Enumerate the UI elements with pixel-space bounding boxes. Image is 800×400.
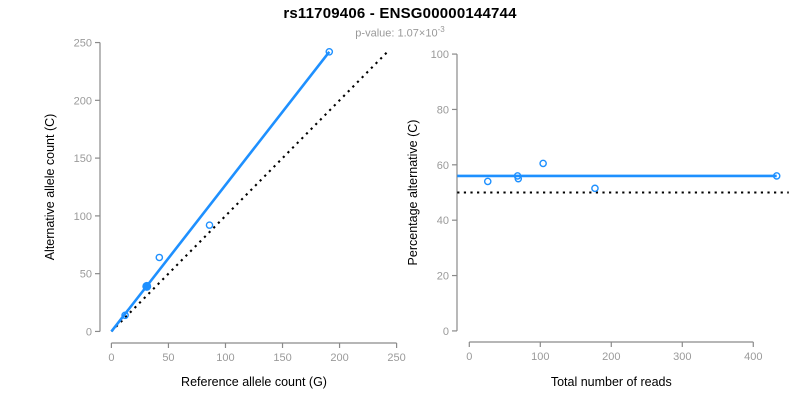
x-tick-label: 100 (216, 352, 234, 364)
y-tick-label: 150 (74, 153, 92, 165)
y-tick-label: 60 (437, 160, 449, 172)
x-axis-label: Total number of reads (551, 375, 672, 389)
x-axis-label: Reference allele count (G) (181, 375, 327, 389)
y-tick-label: 250 (74, 38, 92, 50)
identity-line (110, 51, 389, 333)
y-tick-label: 0 (86, 326, 92, 338)
data-point (514, 174, 523, 183)
data-point (142, 281, 152, 291)
x-tick-label: 200 (330, 352, 348, 364)
data-point (121, 311, 129, 320)
x-tick-label: 100 (531, 351, 549, 363)
y-axis-label: Percentage alternative (C) (406, 120, 420, 266)
data-point (591, 184, 599, 193)
x-tick-label: 50 (162, 352, 174, 364)
y-tick-label: 20 (437, 271, 449, 283)
x-tick-label: 0 (466, 351, 472, 363)
y-tick-label: 0 (443, 326, 449, 338)
x-tick-label: 250 (387, 352, 405, 364)
data-point (325, 48, 334, 56)
data-point (772, 172, 781, 180)
data-point (205, 221, 214, 229)
data-point (539, 159, 547, 168)
right-scatter-plot: 0 20 40 60 80 100 0 100 200 300 400 Total number of… (406, 49, 789, 389)
x-tick-label: 150 (273, 352, 291, 364)
x-tick-label: 300 (673, 351, 691, 363)
data-point (483, 177, 492, 186)
x-tick-label: 200 (602, 351, 620, 363)
y-tick-label: 50 (80, 269, 92, 281)
y-tick-label: 200 (74, 95, 92, 107)
y-tick-label: 100 (431, 49, 449, 61)
y-tick-label: 40 (437, 215, 449, 227)
y-tick-label: 100 (74, 211, 92, 223)
y-axis-label: Alternative allele count (C) (43, 114, 57, 261)
x-tick-label: 0 (108, 352, 114, 364)
data-point (155, 253, 164, 262)
y-tick-label: 80 (437, 104, 449, 116)
x-tick-label: 400 (744, 351, 762, 363)
left-scatter-plot: 0 50 100 150 200 250 0 50 100 150 200 250 Reference … (43, 38, 406, 389)
